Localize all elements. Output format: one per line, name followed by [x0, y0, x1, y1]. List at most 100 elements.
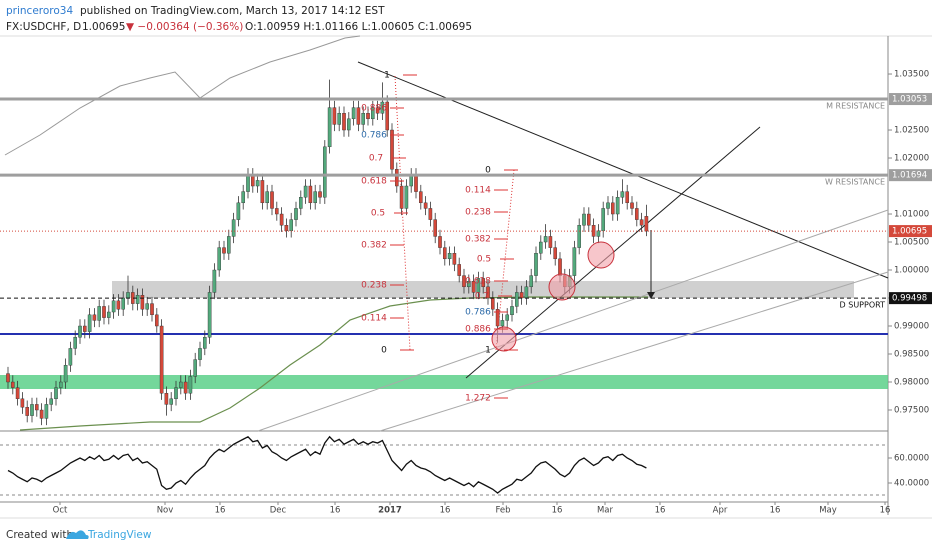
- fib-diagonal: [394, 75, 411, 351]
- candle-body: [49, 398, 53, 405]
- candle-body: [289, 219, 294, 232]
- candle-body: [6, 373, 10, 383]
- candle-body: [467, 281, 471, 288]
- x-tick-label: Dec: [270, 506, 287, 516]
- candle-body: [620, 191, 625, 198]
- x-tick-label: Mar: [597, 506, 614, 516]
- x-tick-label: 16: [655, 506, 666, 516]
- candle-body: [462, 275, 466, 288]
- candle-body: [54, 387, 58, 400]
- fib-label: 0.7: [475, 292, 489, 302]
- y-tick-label: 1.02000: [894, 154, 929, 164]
- candle-body: [183, 381, 188, 394]
- y-tick-label: 1.03500: [894, 70, 929, 80]
- level-name: W RESISTANCE: [825, 178, 885, 187]
- candle-body: [630, 202, 634, 209]
- candle-body: [59, 381, 63, 388]
- candle-body: [577, 225, 581, 248]
- candle-body: [601, 208, 605, 232]
- candle-body: [25, 407, 30, 416]
- x-tick-label: 16: [552, 506, 563, 516]
- last-price-label: 1.00695: [892, 227, 927, 237]
- candle-body: [419, 191, 423, 204]
- candle-body: [299, 197, 303, 209]
- level-label: 1.03053: [892, 95, 927, 105]
- candle-body: [226, 236, 231, 254]
- x-tick-label: 16: [440, 506, 451, 516]
- x-tick-label: Nov: [157, 506, 174, 516]
- candle-body: [313, 191, 318, 204]
- y-tick-label: 0.98000: [894, 378, 929, 388]
- candle-body: [385, 101, 390, 131]
- candle-body: [548, 236, 553, 248]
- level-label-box: [889, 169, 932, 182]
- x-tick-label: 16: [880, 506, 891, 516]
- candle-body: [82, 325, 87, 332]
- candle-body: [524, 286, 529, 299]
- candle-body: [308, 185, 313, 204]
- candle-body: [539, 241, 543, 254]
- candle-body: [433, 219, 438, 237]
- rsi-tick-label: 40.0000: [894, 479, 929, 489]
- fib-label: 0.238: [465, 208, 491, 218]
- fib-label: 0: [485, 166, 491, 176]
- fib-label: 0.786: [465, 308, 491, 318]
- candle-body: [188, 376, 193, 394]
- candle-body: [150, 303, 154, 316]
- candle-body: [30, 404, 34, 416]
- candle-body: [44, 404, 49, 419]
- level-label: 0.99498: [892, 294, 927, 304]
- candle-body: [486, 286, 490, 299]
- fib-label: 0.114: [361, 314, 387, 324]
- published: published on TradingView.com, March 13, …: [80, 5, 385, 17]
- candle-body: [212, 269, 217, 293]
- candle-body: [375, 107, 380, 114]
- candle-body: [529, 275, 533, 288]
- fib-label: 0.886: [361, 104, 387, 114]
- candle-body: [193, 359, 198, 377]
- candle-body: [471, 281, 476, 293]
- candle-body: [323, 146, 327, 198]
- candle-body: [39, 409, 44, 419]
- candle-body: [63, 365, 68, 383]
- fib-label: 0.7: [369, 154, 383, 164]
- candle-body: [284, 225, 289, 232]
- fib-label: 1.272: [465, 394, 491, 404]
- candle-body: [198, 348, 202, 360]
- candle-body: [438, 236, 442, 248]
- green-zone: [0, 375, 888, 389]
- candle-body: [121, 297, 125, 310]
- channel-line: [257, 209, 889, 432]
- fib-label: 0.886: [465, 325, 491, 335]
- fib-label: 1: [485, 346, 491, 356]
- candle-body: [495, 309, 500, 327]
- candle-body: [553, 247, 557, 260]
- brand[interactable]: TradingView: [87, 529, 152, 541]
- candle-body: [169, 398, 174, 405]
- candle-body: [582, 213, 586, 226]
- candle-body: [164, 393, 169, 405]
- fib-label: 0: [381, 346, 387, 356]
- user[interactable]: princeroro34: [6, 5, 73, 17]
- candle-body: [275, 208, 279, 215]
- fib-label: 0.5: [477, 255, 491, 265]
- level-name: D SUPPORT: [840, 301, 886, 310]
- candle-body: [135, 295, 140, 304]
- highlight-circle: [548, 273, 576, 301]
- level-label: 1.01694: [892, 171, 927, 181]
- candle-body: [78, 325, 82, 338]
- candle-body: [15, 387, 20, 400]
- candle-body: [361, 113, 366, 125]
- y-tick-label: 0.98500: [894, 350, 929, 360]
- candle-body: [92, 314, 97, 321]
- y-tick-label: 1.00500: [894, 238, 929, 248]
- created-with: Created with: [6, 529, 73, 541]
- candle-body: [279, 213, 284, 226]
- candle-body: [423, 202, 428, 209]
- x-tick-label: 16: [330, 506, 341, 516]
- candle-body: [356, 107, 361, 125]
- candle-body: [635, 208, 639, 220]
- candle-body: [443, 247, 447, 260]
- candle-body: [596, 230, 601, 237]
- y-tick-label: 0.97500: [894, 406, 929, 416]
